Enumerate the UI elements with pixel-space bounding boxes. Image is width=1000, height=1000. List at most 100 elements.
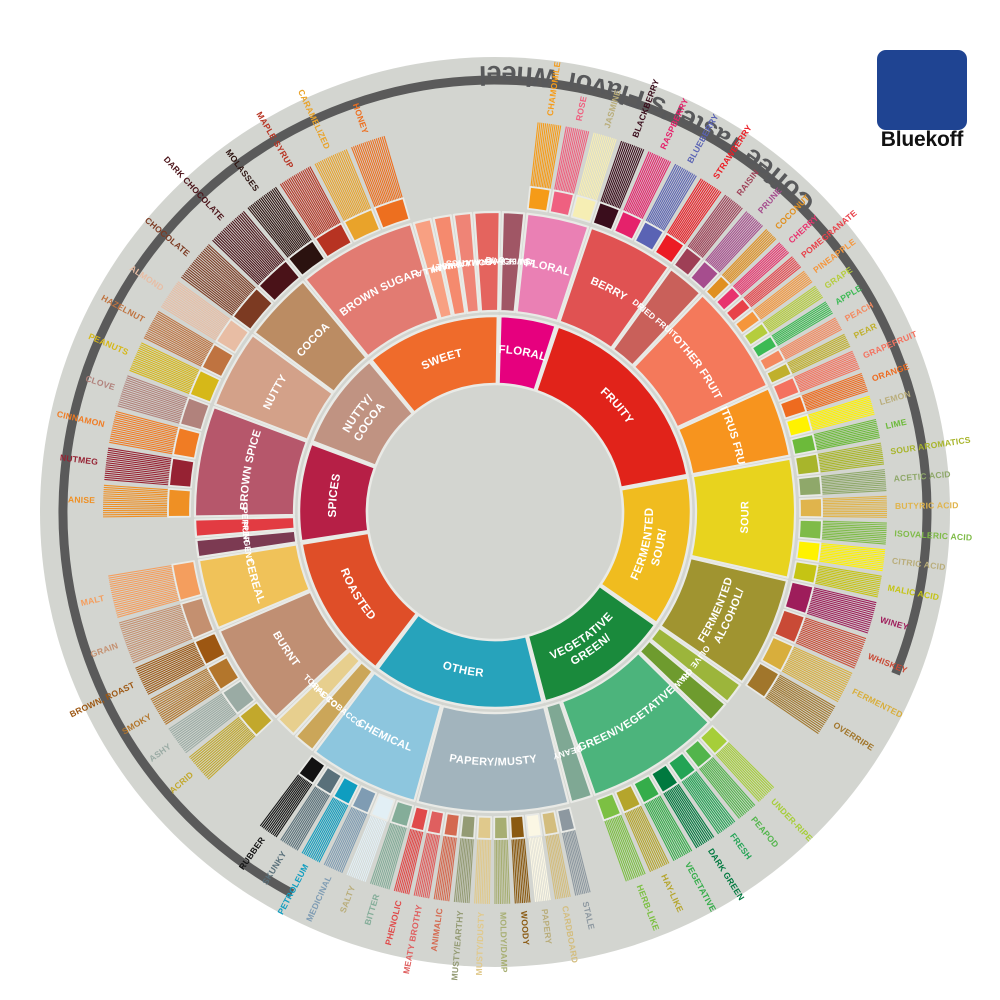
- ring2-segment[interactable]: [412, 217, 453, 320]
- ring2-segment[interactable]: [690, 457, 797, 579]
- ring3-swatch[interactable]: [745, 662, 781, 699]
- ring3-swatch[interactable]: [614, 784, 642, 814]
- ring3-swatch[interactable]: [785, 413, 813, 438]
- ring3-swatch[interactable]: [751, 335, 778, 359]
- ring3-swatch[interactable]: [172, 426, 202, 460]
- ring3-swatch[interactable]: [704, 274, 731, 301]
- ring3-swatch[interactable]: [314, 766, 343, 796]
- ring3-swatch[interactable]: [297, 754, 327, 785]
- ring2-segment[interactable]: [611, 267, 702, 367]
- ring3-swatch[interactable]: [725, 297, 752, 323]
- ring3-swatch[interactable]: [798, 518, 823, 541]
- ring3-swatch[interactable]: [791, 560, 819, 585]
- ring3-swatch[interactable]: [632, 774, 661, 805]
- ring3-swatch[interactable]: [734, 309, 761, 335]
- ring3-swatch[interactable]: [699, 724, 730, 756]
- ring1-segment-other[interactable]: [376, 613, 545, 710]
- ring3-swatch[interactable]: [779, 394, 808, 420]
- ring2-segment[interactable]: [416, 705, 570, 814]
- ring3-swatch[interactable]: [179, 396, 211, 432]
- ring3-swatch[interactable]: [476, 815, 493, 840]
- ring3-swatch[interactable]: [765, 362, 793, 385]
- ring3-swatch[interactable]: [350, 785, 378, 815]
- ring2-segment[interactable]: [473, 210, 501, 313]
- ring3-swatch[interactable]: [231, 287, 274, 331]
- ring2-segment[interactable]: [560, 651, 710, 796]
- ring3-swatch[interactable]: [540, 810, 560, 837]
- ring3-swatch[interactable]: [526, 185, 552, 213]
- ring3-swatch[interactable]: [795, 539, 822, 563]
- ring3-swatch[interactable]: [783, 580, 815, 615]
- ring3-swatch[interactable]: [634, 220, 665, 252]
- ring2-segment[interactable]: [195, 529, 298, 559]
- ring3-swatch[interactable]: [188, 369, 222, 404]
- ring2-segment[interactable]: [452, 211, 481, 315]
- ring2-segment[interactable]: [193, 406, 308, 518]
- ring3-swatch[interactable]: [771, 376, 801, 402]
- ring3-swatch[interactable]: [425, 809, 445, 836]
- ring1-segment-spices[interactable]: [297, 442, 377, 543]
- ring3-swatch[interactable]: [238, 701, 274, 737]
- ring3-swatch[interactable]: [332, 776, 360, 806]
- ring2-segment[interactable]: [218, 590, 350, 719]
- ring3-swatch[interactable]: [343, 208, 381, 243]
- ring3-swatch[interactable]: [215, 318, 250, 354]
- ring3-swatch[interactable]: [548, 189, 575, 217]
- ring3-swatch[interactable]: [509, 814, 526, 840]
- ring1-segment-sweet[interactable]: [369, 314, 500, 415]
- ring3-swatch[interactable]: [794, 452, 821, 477]
- ring1-segment-nutty-cocoa[interactable]: [310, 360, 415, 468]
- ring3-swatch[interactable]: [760, 636, 795, 672]
- ring3-swatch[interactable]: [200, 343, 235, 378]
- ring2-segment[interactable]: [659, 556, 789, 684]
- ring1-segment-roasted[interactable]: [300, 531, 419, 669]
- ring3-swatch[interactable]: [591, 201, 621, 231]
- ring3-swatch[interactable]: [193, 631, 227, 666]
- ring3-swatch[interactable]: [650, 763, 680, 794]
- ring3-swatch[interactable]: [206, 656, 240, 691]
- ring3-swatch[interactable]: [613, 210, 644, 241]
- ring2-segment[interactable]: [304, 222, 440, 358]
- ring3-swatch[interactable]: [790, 433, 818, 456]
- ring3-swatch[interactable]: [673, 246, 703, 277]
- ring2-segment[interactable]: [545, 701, 594, 804]
- ring2-segment[interactable]: [197, 543, 311, 630]
- ring3-swatch[interactable]: [389, 800, 415, 828]
- ring3-swatch[interactable]: [524, 812, 543, 839]
- ring3-swatch[interactable]: [442, 812, 461, 838]
- ring3-swatch[interactable]: [314, 222, 353, 259]
- ring3-swatch[interactable]: [409, 805, 430, 833]
- ring3-swatch[interactable]: [773, 608, 806, 644]
- ring3-swatch[interactable]: [287, 239, 326, 277]
- ring2-segment[interactable]: [432, 214, 467, 317]
- ring2-segment[interactable]: [638, 639, 727, 722]
- ring2-segment[interactable]: [193, 515, 296, 538]
- ring3-swatch[interactable]: [493, 815, 509, 840]
- ring3-swatch[interactable]: [257, 259, 301, 303]
- ring3-swatch[interactable]: [221, 679, 256, 715]
- ring3-swatch[interactable]: [570, 194, 598, 224]
- ring2-segment[interactable]: [499, 211, 526, 314]
- ring2-segment[interactable]: [313, 671, 443, 803]
- ring2-segment[interactable]: [632, 294, 769, 429]
- ring3-swatch[interactable]: [171, 560, 203, 602]
- ring3-swatch[interactable]: [180, 596, 215, 640]
- ring3-swatch[interactable]: [715, 285, 742, 312]
- ring3-swatch[interactable]: [667, 751, 697, 782]
- ring3-swatch[interactable]: [369, 793, 396, 822]
- ring3-swatch[interactable]: [743, 322, 770, 347]
- ring3-swatch[interactable]: [798, 497, 823, 519]
- ring3-swatch[interactable]: [758, 348, 786, 372]
- ring1-segment-sour-fermented[interactable]: [599, 476, 693, 625]
- ring2-segment[interactable]: [294, 661, 374, 752]
- ring3-swatch[interactable]: [167, 488, 192, 518]
- ring2-segment[interactable]: [213, 334, 334, 441]
- ring3-swatch[interactable]: [168, 456, 196, 489]
- ring2-segment[interactable]: [558, 226, 670, 350]
- ring3-swatch[interactable]: [689, 259, 720, 291]
- ring3-swatch[interactable]: [556, 806, 576, 834]
- ring2-segment[interactable]: [277, 649, 362, 736]
- ring2-segment[interactable]: [677, 387, 791, 476]
- ring1-segment-green-vegetative[interactable]: [526, 584, 657, 703]
